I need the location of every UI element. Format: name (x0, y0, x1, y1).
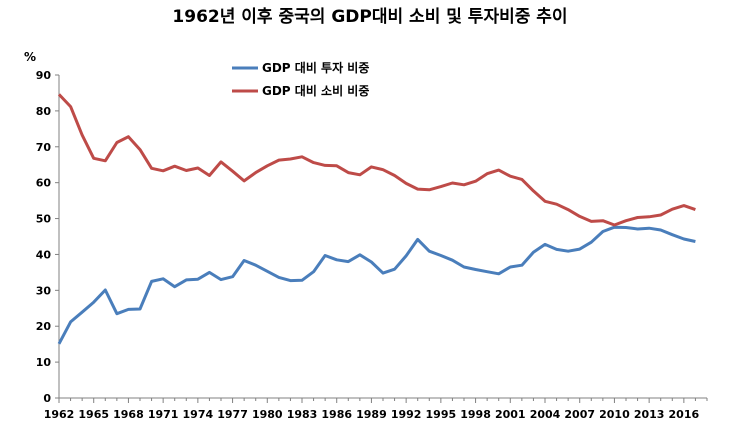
x-tick-label: 1980 (252, 408, 283, 421)
chart-title: 1962년 이후 중국의 GDP대비 소비 및 투자비중 추이 (172, 6, 567, 27)
y-tick-label: 70 (36, 141, 52, 154)
y-tick-label: 60 (36, 177, 52, 190)
x-tick-label: 2004 (530, 408, 561, 421)
x-tick-label: 1962 (44, 408, 75, 421)
y-tick-label: 80 (36, 105, 52, 118)
y-axis-unit: % (24, 50, 36, 64)
legend: GDP 대비 투자 비중 GDP 대비 소비 비중 (232, 60, 369, 98)
x-tick-label: 2010 (599, 408, 630, 421)
y-tick-label: 0 (43, 392, 51, 405)
y-tick-label: 90 (36, 69, 52, 82)
x-tick-label: 1971 (148, 408, 179, 421)
x-tick-label: 1968 (113, 408, 144, 421)
y-tick-label: 40 (36, 248, 52, 261)
x-tick-label: 1977 (217, 408, 248, 421)
y-tick-label: 20 (36, 320, 52, 333)
legend-label-consumption: GDP 대비 소비 비중 (262, 83, 369, 98)
x-axis: 1962 1965 1968 1971 1974 1977 1980 1983 1986 1989… (44, 397, 708, 421)
y-tick-label: 30 (36, 284, 52, 297)
x-tick-label: 1989 (356, 408, 387, 421)
x-tick-label: 1983 (287, 408, 318, 421)
series-line-consumption (57, 93, 696, 227)
x-tick-label: 2007 (564, 408, 595, 421)
legend-label-investment: GDP 대비 투자 비중 (262, 60, 369, 75)
x-tick-label: 1995 (426, 408, 457, 421)
x-tick-label: 2013 (634, 408, 665, 421)
x-tick-label: 1965 (78, 408, 109, 421)
y-tick-label: 10 (36, 356, 52, 369)
x-tick-label: 1992 (391, 408, 422, 421)
x-tick-label: 1974 (183, 408, 214, 421)
plot-lines (57, 93, 696, 345)
x-tick-label: 1998 (460, 408, 491, 421)
y-tick-label: 50 (36, 213, 52, 226)
series-line-investment (57, 225, 696, 345)
y-axis: 0 10 20 30 40 50 60 70 80 90 (36, 69, 60, 405)
x-tick-label: 2016 (669, 408, 700, 421)
x-tick-label: 1986 (321, 408, 352, 421)
x-tick-label: 2001 (495, 408, 526, 421)
